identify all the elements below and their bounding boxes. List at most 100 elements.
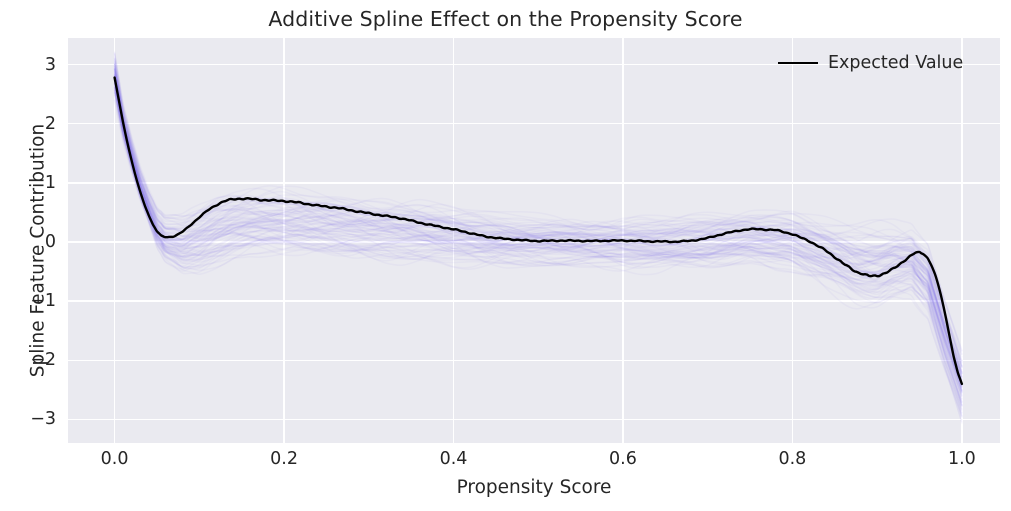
- sample-path: [113, 86, 963, 407]
- sample-path: [113, 78, 963, 400]
- sample-path: [113, 91, 963, 424]
- sample-path: [113, 99, 963, 417]
- sample-path: [113, 74, 963, 373]
- uncertainty-band: [113, 51, 963, 424]
- sample-path: [113, 63, 963, 368]
- sample-path: [113, 83, 963, 418]
- sample-path: [113, 57, 963, 364]
- gridline-y: [68, 63, 1000, 66]
- sample-path: [113, 80, 963, 387]
- sample-path: [113, 73, 963, 368]
- sample-path: [113, 83, 963, 397]
- sample-path: [113, 82, 963, 374]
- sample-path: [113, 91, 963, 419]
- sample-path: [113, 72, 963, 382]
- sample-path: [113, 58, 963, 373]
- legend-line-swatch: [778, 62, 818, 64]
- gridline-y: [68, 300, 1000, 302]
- x-tick-label: 0.0: [100, 449, 129, 469]
- sample-path: [113, 77, 963, 411]
- sample-path: [113, 61, 963, 381]
- sample-path: [113, 91, 963, 392]
- sample-path: [113, 89, 963, 394]
- chart-title: Additive Spline Effect on the Propensity…: [268, 7, 743, 31]
- sample-path: [113, 83, 963, 389]
- expected-value-line: [113, 76, 964, 386]
- gridline-x: [113, 38, 116, 443]
- gridline-x: [961, 38, 963, 443]
- sample-path: [113, 89, 963, 394]
- sample-path: [113, 80, 963, 423]
- sample-path: [113, 69, 963, 385]
- gridline-x: [791, 38, 794, 443]
- sample-path: [113, 73, 963, 378]
- x-tick-label: 1.0: [947, 449, 976, 469]
- x-tick-label: 0.6: [609, 449, 637, 469]
- sample-path: [113, 72, 963, 381]
- y-tick-label: −2: [30, 350, 56, 371]
- sample-path: [113, 53, 963, 386]
- sample-path: [113, 75, 963, 378]
- sample-path: [113, 86, 963, 414]
- gridline-y: [68, 418, 1000, 420]
- sample-path: [113, 76, 963, 368]
- sample-path: [113, 89, 963, 414]
- y-axis-label: Spline Feature Contribution: [27, 123, 49, 378]
- gridline-x: [452, 38, 455, 443]
- sample-path: [113, 85, 963, 407]
- sample-path: [113, 61, 963, 352]
- expected-value-path: [113, 76, 964, 386]
- legend-label-expected-value: Expected Value: [828, 53, 964, 73]
- sample-path: [113, 79, 963, 392]
- sample-path: [113, 85, 963, 407]
- sample-path: [113, 87, 963, 406]
- sample-path: [113, 69, 963, 375]
- sample-path: [113, 81, 963, 392]
- y-tick-label: −3: [30, 409, 56, 430]
- gridline-x: [283, 38, 285, 443]
- sample-path: [113, 75, 963, 394]
- sample-path: [113, 89, 963, 394]
- sample-path: [113, 64, 963, 375]
- sample-path: [113, 87, 963, 411]
- gridline-y: [68, 359, 1000, 361]
- sample-path: [113, 66, 963, 390]
- sample-path: [113, 78, 963, 396]
- sample-path: [113, 63, 963, 388]
- sample-path: [113, 82, 963, 417]
- sample-path: [113, 75, 963, 403]
- sample-path: [113, 65, 963, 352]
- sample-path: [113, 70, 963, 377]
- sample-path: [113, 67, 963, 355]
- y-tick-label: 2: [44, 113, 56, 134]
- y-tick-label: 3: [44, 54, 56, 75]
- y-tick-label: 0: [44, 231, 56, 252]
- sample-path: [113, 65, 963, 375]
- sample-path: [113, 83, 963, 385]
- sample-path: [113, 86, 963, 388]
- y-tick-label: −1: [30, 291, 56, 312]
- gridline-y: [68, 123, 1000, 125]
- sample-path: [113, 70, 963, 388]
- sample-path: [113, 68, 963, 397]
- sample-path: [113, 68, 963, 380]
- sample-path: [113, 62, 963, 364]
- sample-path: [113, 52, 963, 367]
- sample-path: [113, 67, 963, 363]
- x-tick-label: 0.8: [778, 449, 807, 469]
- sample-path: [113, 99, 963, 400]
- sample-path: [113, 74, 963, 382]
- sample-path: [113, 80, 963, 367]
- sample-path: [113, 69, 963, 379]
- y-tick-label: 1: [44, 172, 56, 193]
- sample-path: [113, 57, 963, 371]
- x-tick-label: 0.4: [439, 449, 468, 469]
- sample-path: [113, 67, 963, 358]
- chart-legend: Expected Value: [772, 46, 969, 80]
- sample-path: [113, 75, 963, 378]
- plot-canvas: [113, 51, 964, 424]
- sample-path: [113, 92, 963, 408]
- x-tick-label: 0.2: [270, 449, 298, 469]
- sample-path: [113, 79, 963, 406]
